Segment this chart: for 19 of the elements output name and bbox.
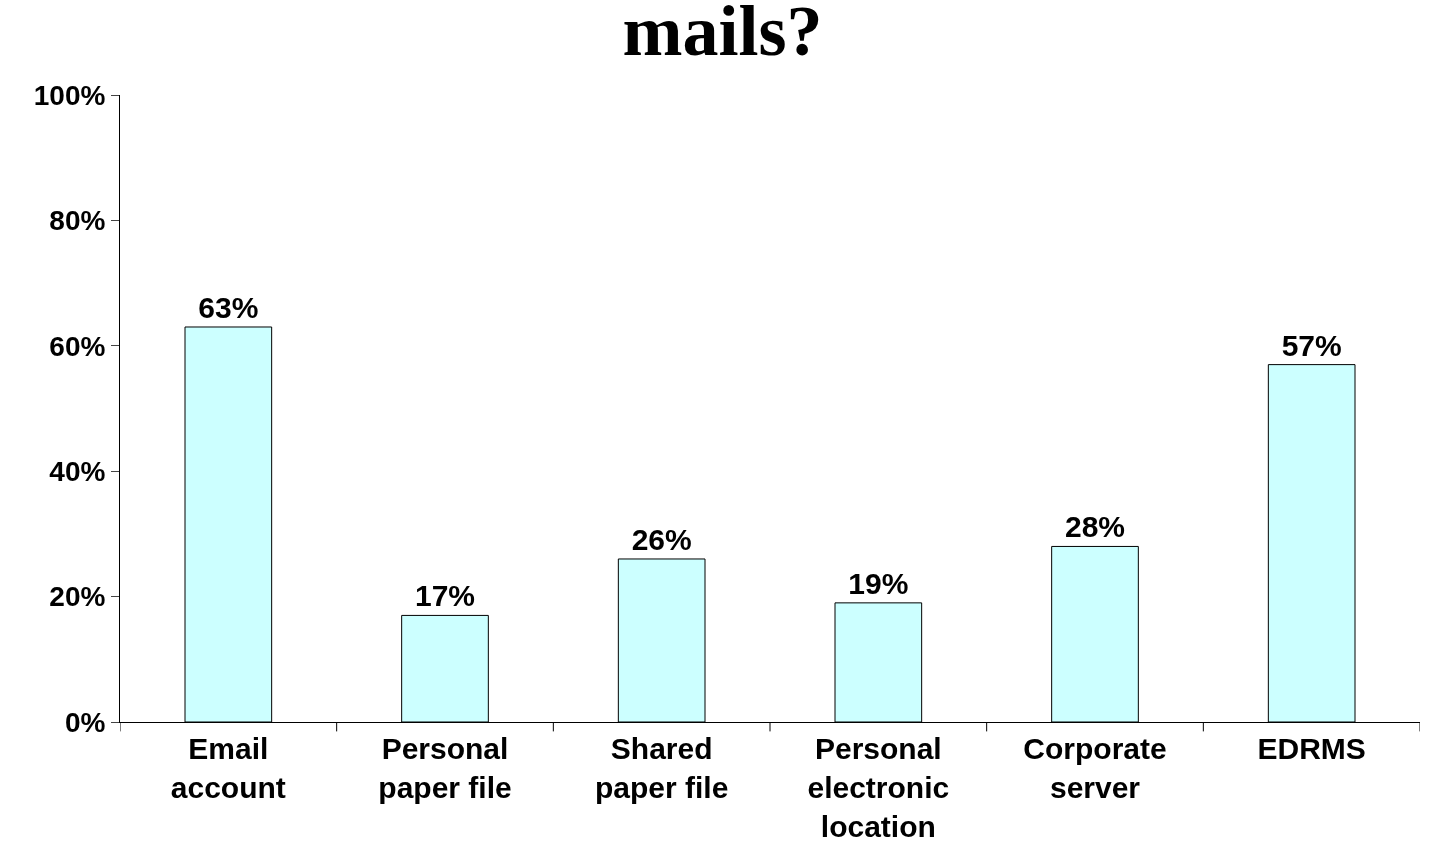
x-tick-label: Shared paper file: [594, 732, 729, 804]
y-tick-label: 40%: [49, 456, 106, 487]
data-label: 17%: [414, 579, 476, 613]
data-label: 28%: [1064, 510, 1126, 544]
data-label: 63%: [198, 290, 259, 324]
y-tick-label: 60%: [49, 330, 106, 362]
data-label: 19%: [848, 566, 909, 600]
y-tick-label: 80%: [49, 205, 106, 237]
data-label: 57%: [1281, 328, 1342, 362]
chart-title: mails?: [622, 0, 823, 71]
x-tick-label: Personal paper file: [378, 732, 512, 804]
y-tick-label: 20%: [49, 581, 106, 613]
y-tick-label: 0%: [64, 706, 106, 738]
x-tick-label: EDRMS: [1257, 732, 1366, 765]
x-tick-label: Email account: [170, 732, 286, 804]
x-tick-label: Corporate server: [1023, 732, 1167, 804]
data-label: 26%: [631, 522, 692, 556]
y-tick-label: 100%: [33, 79, 106, 111]
x-tick-label: Personal electronic location: [807, 732, 950, 843]
